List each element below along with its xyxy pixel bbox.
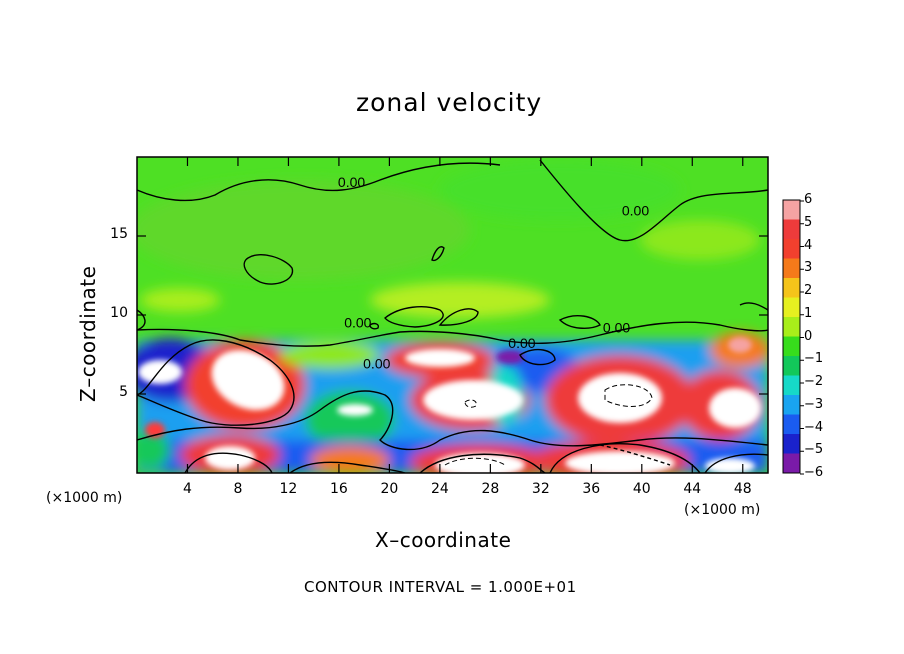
x-tick-label: 28 (481, 481, 500, 497)
colorbar-tick-label: 0 (804, 328, 813, 344)
colorbar-tick-label: −6 (804, 465, 824, 480)
x-tick-label: 36 (582, 481, 601, 497)
x-tick-label: 40 (632, 481, 651, 497)
colorbar-swatch (783, 239, 800, 259)
colorbar-swatch (783, 258, 800, 279)
chart-title: zonal velocity (356, 88, 543, 117)
colorbar-swatch (783, 356, 800, 376)
x-tick-label: 48 (733, 481, 752, 497)
x-tick-label: 8 (233, 481, 243, 497)
contour-interval-footer: CONTOUR INTERVAL = 1.000E+01 (304, 578, 577, 596)
x-tick-label: 16 (329, 481, 348, 497)
x-tick-label: 12 (279, 481, 298, 497)
colorbar-tick-label: 1 (804, 305, 813, 321)
contour-label: 0.00 (603, 319, 630, 335)
x-unit-label-left: (×1000 m) (46, 490, 123, 506)
x-tick-label: 44 (683, 481, 702, 497)
x-unit-label-right: (×1000 m) (684, 502, 761, 518)
colorbar-tick-label: 6 (804, 192, 813, 207)
colorbar-swatch (783, 336, 800, 357)
x-tick-label: 20 (380, 481, 399, 497)
contour-label: 0.00 (363, 356, 390, 372)
colorbar-swatch (783, 453, 800, 474)
colorbar-swatch (783, 434, 800, 454)
x-tick-label: 24 (430, 481, 449, 497)
colorbar-tick-label: −5 (804, 442, 824, 458)
colorbar-frame (782, 199, 801, 474)
colorbar-swatch (783, 297, 800, 318)
colorbar-swatch (783, 395, 800, 415)
x-axis-label: X–coordinate (375, 528, 512, 552)
colorbar-swatch (783, 200, 800, 220)
contour-label: 0.00 (622, 202, 649, 218)
colorbar-swatch (783, 414, 800, 435)
colorbar-tick-label: −2 (804, 374, 824, 389)
contour-label: 0.00 (508, 335, 535, 351)
contour-label: 0.00 (338, 174, 365, 190)
y-tick-label: 5 (119, 384, 128, 400)
contour-label: 0.00 (344, 315, 371, 331)
y-tick-label: 10 (110, 305, 128, 321)
velocity-field: 0.00 0.00 0.00 0.00 0.00 0.00 (137, 157, 768, 473)
colorbar-tick-label: −4 (804, 419, 824, 435)
y-tick-label: 15 (110, 226, 128, 242)
x-tick-label: 4 (183, 481, 192, 497)
colorbar-tick-label: −3 (804, 396, 824, 412)
colorbar-swatch (783, 219, 800, 240)
colorbar-tick-label: 3 (804, 260, 813, 276)
x-tick-label: 32 (531, 481, 550, 497)
colorbar-swatch (783, 375, 800, 396)
colorbar-swatch (783, 278, 800, 298)
colorbar-tick-label: 5 (804, 214, 813, 230)
colorbar-tick-label: −1 (804, 351, 824, 367)
colorbar-tick-label: 4 (804, 237, 813, 253)
colorbar-swatch (783, 317, 800, 337)
colorbar-tick-label: 2 (804, 283, 813, 298)
